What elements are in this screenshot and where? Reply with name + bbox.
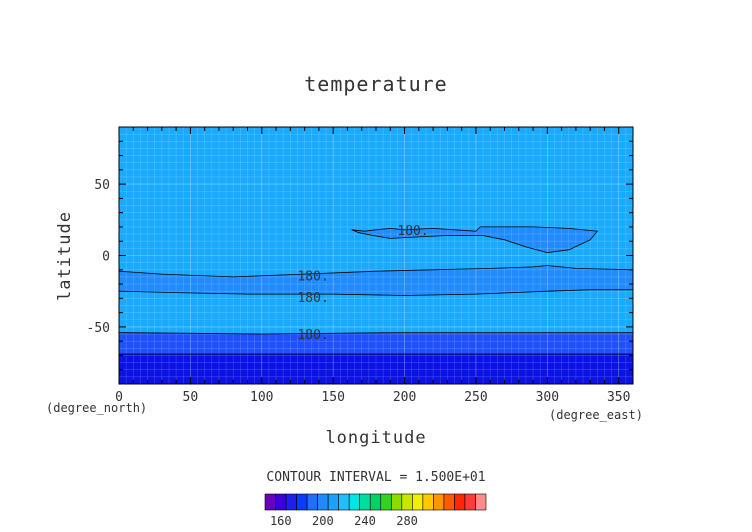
contour-interval-text: CONTOUR INTERVAL = 1.500E+01 [266, 470, 485, 485]
colorbar-tick-label: 280 [396, 514, 418, 528]
y-tick-label: -50 [87, 321, 110, 336]
colorbar-swatch [412, 493, 424, 511]
contour-label: 180. [297, 269, 328, 284]
x-tick-label: 0 [115, 390, 123, 405]
colorbar-swatch [359, 493, 371, 511]
colorbar-swatch [464, 493, 476, 511]
y-axis-title: latitude [55, 211, 75, 301]
colorbar-swatch [454, 493, 466, 511]
y-axis-ticks: -50 0 50 [87, 126, 633, 385]
colorbar-swatch [338, 493, 350, 511]
colorbar-swatch [369, 493, 382, 511]
x-tick-label: 50 [183, 390, 199, 405]
colorbar-swatch [422, 493, 434, 511]
contour-label: 180. [397, 224, 428, 239]
colorbar-swatch [327, 493, 339, 511]
grid-lines [119, 127, 633, 384]
temperature-bands [119, 226, 633, 384]
colorbar-swatch [443, 493, 455, 511]
colorbar-swatch [264, 493, 276, 511]
x-tick-label: 200 [393, 390, 416, 405]
colorbar-swatch [475, 493, 487, 511]
x-tick-label: 100 [250, 390, 273, 405]
colorbar-swatch [285, 493, 297, 511]
contour-label: 180. [297, 328, 328, 343]
colorbar-swatch [348, 493, 361, 511]
colorbar-swatch [401, 493, 413, 511]
contour-label: 180. [297, 291, 328, 306]
north-band [351, 226, 598, 253]
contour-line [351, 226, 599, 254]
colorbar-tick-label: 240 [354, 514, 376, 528]
x-unit-label: (degree_east) [549, 408, 643, 422]
colorbar-swatch [306, 493, 318, 511]
x-axis-ticks: 0 50 100 150 200 250 300 350 [115, 127, 634, 405]
contour-lines [118, 226, 634, 355]
y-tick-label: 50 [94, 178, 110, 193]
x-axis-title: longitude [325, 428, 426, 448]
plot-area: 180. 180. 180. 180. 0 50 100 150 200 250 300 350 -… [87, 126, 634, 405]
colorbar [264, 493, 487, 511]
y-tick-label: 0 [102, 250, 110, 265]
x-tick-label: 350 [607, 390, 630, 405]
colorbar-tick-label: 160 [270, 514, 292, 528]
contour-line [118, 265, 634, 278]
contour-labels: 180. 180. 180. 180. [297, 224, 428, 343]
midlat-band [119, 265, 633, 296]
colorbar-swatch [275, 493, 287, 511]
cold-pole-band [119, 354, 633, 384]
colorbar-swatch [433, 493, 445, 511]
south-band [119, 332, 633, 354]
colorbar-swatch [317, 493, 329, 511]
colorbar-swatch [296, 493, 308, 511]
y-unit-label: (degree_north) [46, 401, 147, 415]
chart-title: temperature [304, 72, 447, 96]
x-tick-label: 250 [464, 390, 487, 405]
colorbar-swatch [390, 493, 403, 511]
colorbar-tick-label: 200 [312, 514, 334, 528]
colorbar-tick-labels: 160 200 240 280 [270, 514, 418, 528]
x-tick-label: 150 [321, 390, 344, 405]
colorbar-swatch [380, 493, 392, 511]
contour-line [118, 289, 633, 296]
x-tick-label: 300 [536, 390, 559, 405]
contour-line [118, 332, 633, 335]
